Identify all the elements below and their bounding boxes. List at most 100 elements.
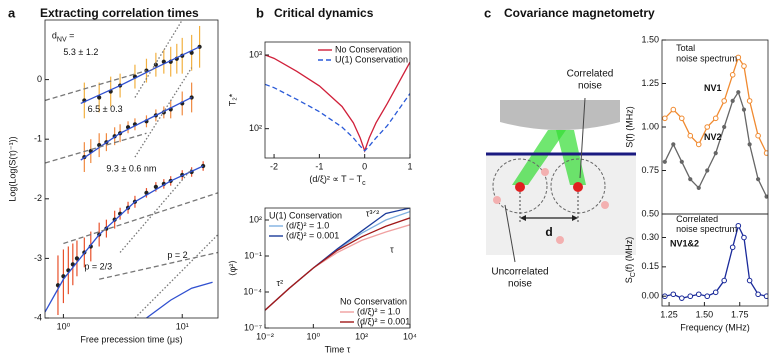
series-line <box>664 90 768 197</box>
text-part: = <box>67 31 75 41</box>
data-point <box>662 115 668 122</box>
laser-beam <box>512 130 566 185</box>
annotation: 9.3 ± 0.6 nm <box>106 163 156 173</box>
plot-frame <box>264 207 411 329</box>
data-point <box>747 142 752 147</box>
y-tick-label: 10³ <box>249 49 262 59</box>
text-part: (d/ξ)² ∝ T − T <box>309 174 362 184</box>
legend-label: (d/ξ)² = 1.0 <box>286 220 329 230</box>
x-tick-label: -2 <box>270 161 278 171</box>
plot-area <box>662 54 768 199</box>
x-axis-label: Time τ <box>325 344 351 354</box>
data-point <box>755 132 761 139</box>
data-point <box>671 142 676 147</box>
y-axis-label: SC(f) (MHz) <box>624 237 637 284</box>
data-point <box>746 277 753 284</box>
y-tick-label: -4 <box>34 312 42 322</box>
data-point <box>756 177 761 182</box>
annotation: noise spectrum <box>676 224 737 234</box>
data-point <box>704 293 711 300</box>
series-line <box>265 217 410 311</box>
series-line <box>664 55 768 154</box>
legend-label: U(1) Conservation <box>335 54 408 64</box>
series-line <box>134 67 193 158</box>
data-point <box>755 291 761 298</box>
data-point <box>704 124 711 130</box>
plot-frame <box>661 213 769 307</box>
data-point <box>705 168 710 173</box>
series-line <box>146 281 213 318</box>
x-axis-label: Free precession time (μs) <box>80 334 182 344</box>
data-point <box>741 63 747 69</box>
x-tick-label: 1 <box>407 161 412 171</box>
arrow-head <box>520 215 578 221</box>
legend-label: (d/ξ)² = 0.001 <box>286 230 339 240</box>
y-tick-label: 1.50 <box>641 34 659 44</box>
series-line <box>45 165 204 313</box>
y-axis-label: S(f) (MHz) <box>624 106 634 148</box>
panel-label: c <box>484 5 491 20</box>
data-point <box>721 277 727 284</box>
annotation: Correlated <box>676 214 718 224</box>
data-point <box>763 150 768 156</box>
nv-center <box>573 182 583 192</box>
x-tick-label: 0 <box>362 161 367 171</box>
x-tick-label: 10⁴ <box>403 331 417 341</box>
data-point <box>687 293 694 300</box>
spin <box>493 196 501 204</box>
text-part: c <box>362 180 366 187</box>
chart-title: Critical dynamics <box>274 6 374 20</box>
data-point <box>730 98 735 104</box>
annotation: dNV = <box>52 31 75 44</box>
data-point <box>746 98 753 104</box>
data-point <box>712 289 719 296</box>
spin <box>556 236 564 244</box>
laser-beam <box>556 130 586 185</box>
series-line <box>664 223 767 299</box>
x-axis-label: Frequency (MHz) <box>680 322 750 332</box>
text-part: d <box>52 31 57 41</box>
text-part: C <box>630 272 637 277</box>
y-tick-label: 10² <box>249 214 262 224</box>
x-tick-label: 10² <box>355 331 368 341</box>
data-point <box>687 132 694 139</box>
legend-title: No Conservation <box>340 296 407 306</box>
data-point <box>70 262 75 267</box>
plot-frame <box>44 19 219 319</box>
data-point <box>741 107 747 112</box>
series-line <box>63 192 218 245</box>
data-point <box>74 256 80 261</box>
panel-title: Covariance magnetometry <box>504 6 655 20</box>
plot-frame <box>264 41 411 159</box>
data-point <box>678 115 685 122</box>
diagram-label: Correlated <box>567 69 614 80</box>
data-point <box>712 115 719 122</box>
legend-label: NV1 <box>704 83 722 93</box>
annotation: noise spectrum <box>676 54 737 64</box>
data-point <box>735 54 742 61</box>
series-line <box>134 20 183 98</box>
series-line <box>119 168 193 253</box>
objective <box>500 100 620 130</box>
data-point <box>741 234 747 241</box>
data-point <box>763 293 768 300</box>
annotation: 6.5 ± 0.3 <box>88 104 123 114</box>
series-line <box>134 234 218 318</box>
data-point <box>679 159 684 164</box>
plot-frame <box>661 39 769 215</box>
annotation: τ³ᐟ² <box>366 209 379 219</box>
data-point <box>735 222 742 229</box>
spin <box>541 168 549 176</box>
series-line <box>80 46 200 105</box>
data-point <box>736 90 741 95</box>
annotation: 5.3 ± 1.2 <box>63 47 98 57</box>
series-line <box>45 132 147 164</box>
annotation: Total <box>676 43 695 53</box>
legend-title: U(1) Conservation <box>269 210 342 220</box>
legend-label: (d/ξ)² = 0.001 <box>357 316 410 326</box>
y-axis-label: T₂* <box>227 93 237 106</box>
y-tick-label: 10² <box>249 123 262 133</box>
pointer <box>504 204 516 263</box>
y-tick-label: 0.50 <box>641 208 659 218</box>
